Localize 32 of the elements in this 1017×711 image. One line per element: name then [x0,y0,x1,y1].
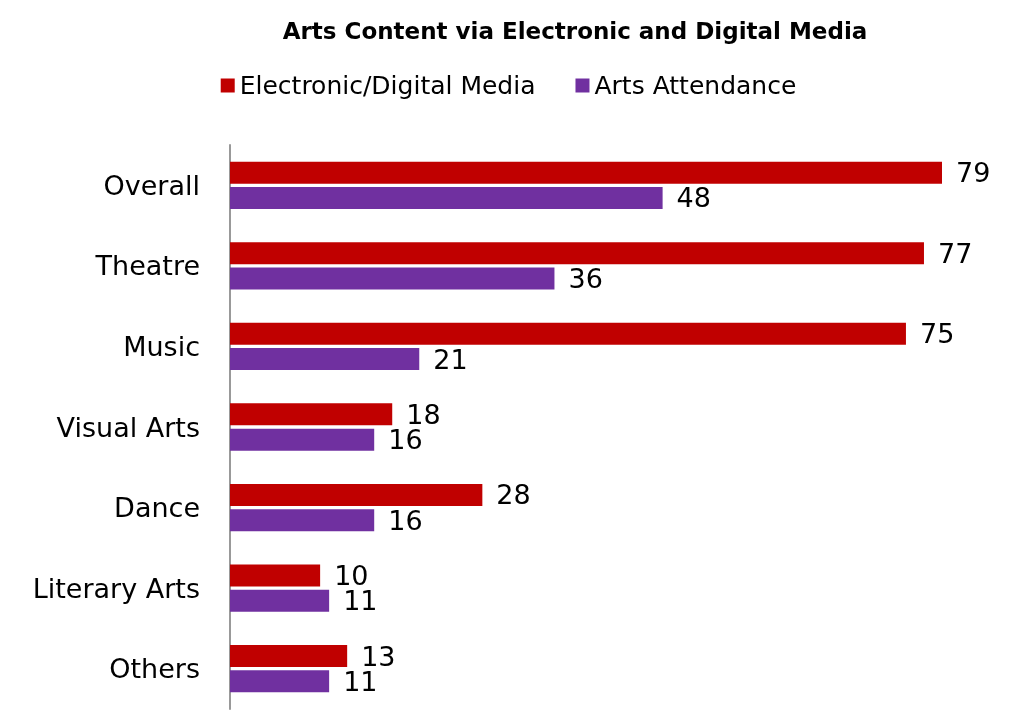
data-label: 36 [568,263,603,295]
y-tick-label: Music [123,330,200,362]
bar [230,589,330,612]
y-tick-label: Theatre [94,250,200,282]
y-tick-label: Literary Arts [32,572,200,604]
bar [230,348,420,371]
y-tick-label: Overall [103,169,200,201]
legend-label: Arts Attendance [594,71,797,100]
bar [230,322,906,345]
bar [230,670,330,693]
data-label: 28 [496,479,531,511]
bar [230,509,375,532]
chart-title: Arts Content via Electronic and Digital Media [282,17,868,44]
data-label: 77 [937,237,973,269]
bar [230,186,663,209]
data-label: 16 [388,504,423,536]
bar [230,483,483,506]
bar [230,403,393,426]
y-tick-label: Visual Arts [56,411,200,443]
data-label: 75 [919,318,955,350]
bar [230,242,924,265]
legend-label: Electronic/Digital Media [239,71,536,100]
bar [230,564,321,587]
data-label: 79 [956,157,991,189]
y-tick-label: Others [109,653,200,685]
bar [230,645,348,668]
data-label: 21 [433,343,468,375]
data-label: 48 [676,182,711,214]
y-tick-label: Dance [114,492,200,524]
bar [230,428,375,451]
bar [230,161,942,184]
bar [230,267,555,290]
